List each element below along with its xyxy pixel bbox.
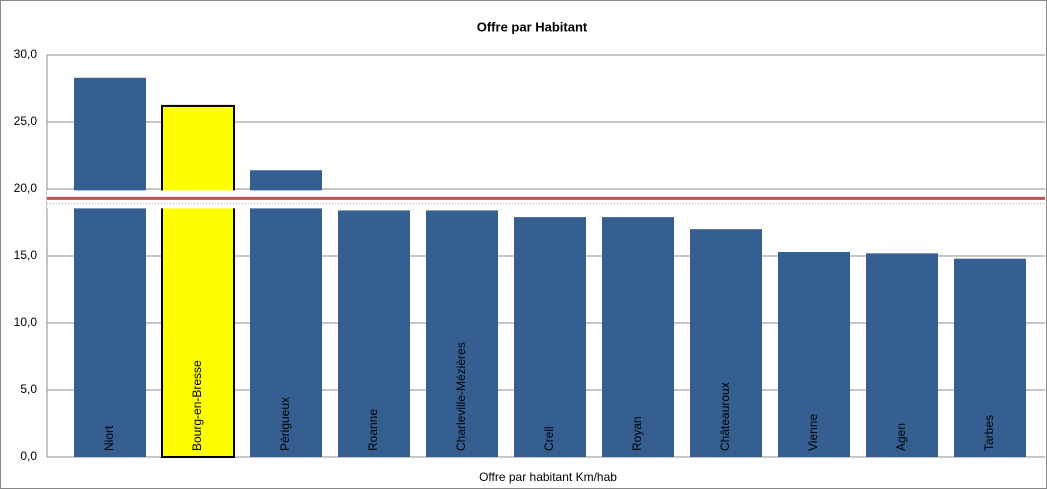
x-tick-label: Charleville-Mézières [454, 342, 468, 451]
x-tick-label: Niort [102, 425, 116, 451]
bar [866, 253, 938, 457]
x-tick-label: Royan [630, 416, 644, 451]
bar [514, 217, 586, 457]
y-tick-label: 20,0 [14, 181, 38, 195]
bar [338, 210, 410, 457]
y-tick-label: 10,0 [14, 315, 38, 329]
chart-title: Offre par Habitant [477, 19, 588, 34]
y-tick-label: 25,0 [14, 114, 38, 128]
bar [161, 104, 235, 458]
x-tick-label: Vienne [806, 414, 820, 451]
bar [602, 217, 674, 457]
bar [690, 229, 762, 457]
bar [954, 258, 1026, 457]
y-tick-label: 30,0 [14, 47, 38, 61]
x-axis-label: Offre par habitant Km/hab [479, 470, 617, 484]
bar [778, 251, 850, 457]
y-tick-label: 5,0 [20, 382, 37, 396]
y-tick-label: 0,0 [20, 449, 37, 463]
x-tick-label: Roanne [366, 409, 380, 451]
x-tick-label: Creil [542, 426, 556, 451]
bar [250, 170, 322, 458]
x-tick-label: Châteauroux [718, 382, 732, 451]
x-tick-label: Périgueux [278, 397, 292, 451]
x-tick-label: Tarbes [982, 415, 996, 451]
bar [74, 77, 146, 457]
y-tick-label: 15,0 [14, 248, 38, 262]
x-tick-label: Bourg-en-Bresse [190, 360, 204, 451]
bar [426, 210, 498, 457]
x-tick-label: Agen [894, 423, 908, 451]
